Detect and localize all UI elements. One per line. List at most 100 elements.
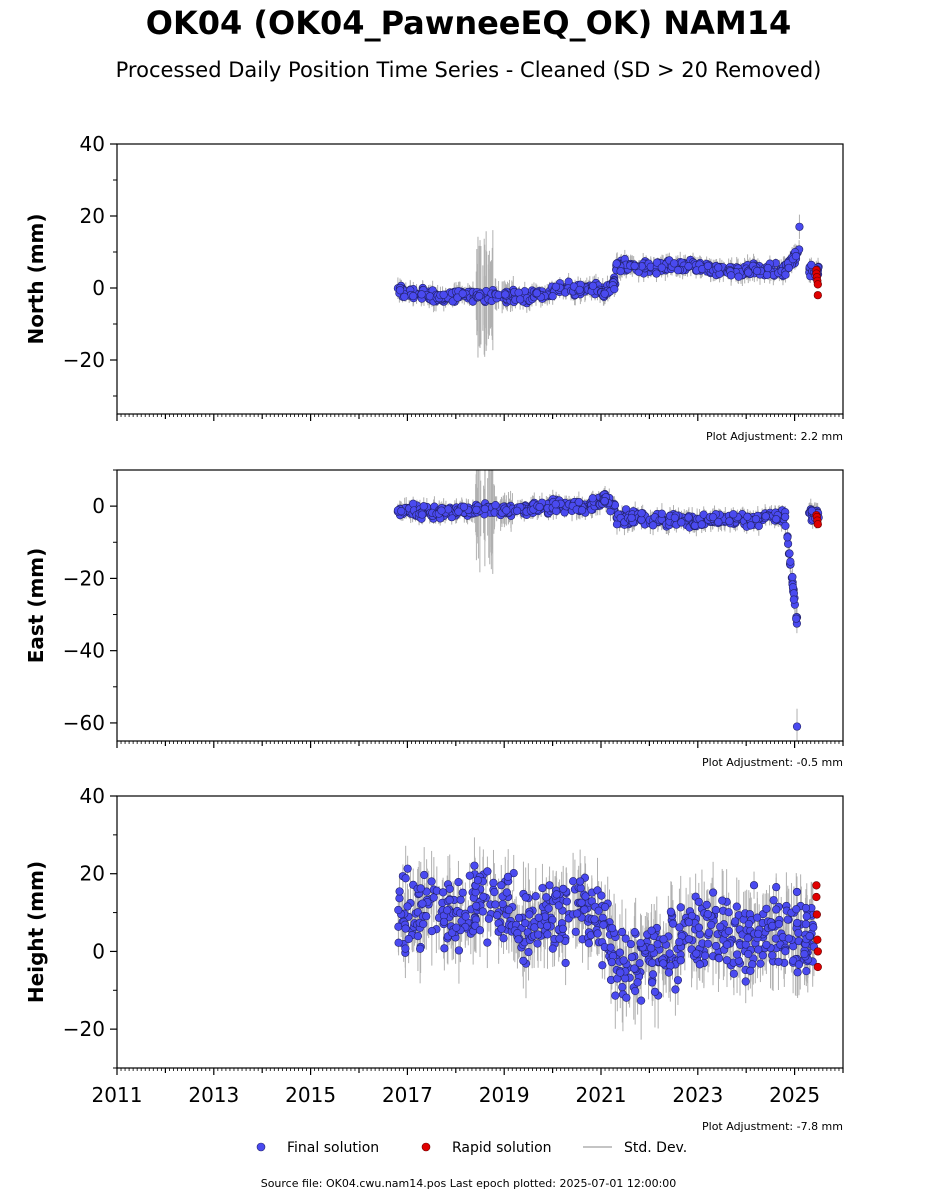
final-point: [438, 888, 448, 897]
final-point: [647, 926, 656, 935]
final-point: [653, 940, 662, 949]
final-point: [792, 722, 802, 731]
final-point: [744, 949, 753, 959]
final-point: [542, 893, 551, 902]
final-point: [473, 876, 482, 885]
final-point: [443, 906, 452, 915]
final-point: [725, 517, 734, 526]
final-point: [746, 521, 755, 530]
y-tick-label: −20: [63, 348, 105, 372]
final-point: [753, 266, 762, 276]
final-point: [754, 945, 763, 954]
final-point: [458, 888, 467, 897]
final-point: [619, 956, 628, 965]
final-point: [666, 907, 675, 916]
final-point: [809, 923, 818, 932]
panel-east: 0 −20 −40 −60 East (mm) Plot Adjustment: -0.5…: [24, 469, 844, 769]
y-tick-label: −20: [63, 1017, 105, 1041]
final-point: [671, 985, 680, 994]
x-tick-label: 2015: [285, 1083, 336, 1107]
final-point: [670, 259, 679, 268]
final-point: [665, 949, 674, 958]
final-point: [743, 512, 752, 521]
final-point: [612, 259, 621, 268]
y-axis-label: Height (mm): [24, 861, 48, 1003]
plot-area: [393, 470, 823, 741]
final-point: [714, 517, 723, 527]
final-point: [458, 289, 467, 298]
final-point: [801, 920, 811, 929]
final-point: [516, 295, 525, 304]
final-point: [626, 939, 635, 949]
final-point: [746, 966, 755, 975]
final-point: [676, 956, 685, 965]
final-point: [514, 913, 524, 922]
final-point: [668, 919, 678, 928]
final-point: [610, 284, 619, 294]
final-point: [611, 991, 620, 1000]
final-point: [575, 285, 584, 294]
source-line: Source file: OK04.cwu.nam14.pos Last epo…: [260, 1177, 677, 1190]
final-point: [792, 887, 802, 897]
panel-height: 40 20 0 −20 2011 2013 2015 2017 2019 2021 2023 2025…: [24, 784, 844, 1133]
final-point: [395, 887, 404, 896]
final-point: [677, 518, 686, 527]
final-point: [768, 951, 777, 960]
final-point: [784, 263, 793, 272]
rapid-points: [812, 265, 822, 300]
final-point: [533, 939, 542, 948]
final-point: [722, 940, 732, 949]
final-point: [403, 902, 412, 911]
final-point: [502, 506, 511, 515]
final-point: [461, 912, 470, 921]
final-point: [395, 894, 404, 903]
final-point: [588, 281, 598, 291]
final-point: [794, 928, 803, 938]
final-point: [512, 506, 522, 515]
final-point: [548, 944, 557, 953]
final-point: [535, 502, 544, 512]
final-point: [762, 270, 772, 280]
final-point: [795, 222, 804, 231]
final-point: [594, 906, 603, 915]
final-point: [600, 496, 609, 506]
final-point: [598, 961, 607, 970]
final-point: [659, 959, 668, 968]
final-point: [715, 954, 724, 963]
final-point: [673, 976, 683, 985]
final-points: [393, 490, 823, 731]
final-point: [722, 956, 732, 965]
final-point: [637, 509, 646, 518]
final-point: [548, 292, 557, 301]
final-point: [491, 500, 500, 510]
final-point: [758, 951, 767, 960]
final-point: [675, 937, 684, 947]
final-point: [618, 983, 627, 992]
final-point: [788, 572, 797, 582]
final-point: [532, 289, 541, 298]
final-point: [577, 898, 586, 907]
final-point: [499, 934, 508, 943]
legend-std-label: Std. Dev.: [624, 1140, 687, 1156]
final-point: [800, 949, 809, 959]
final-point: [648, 958, 657, 968]
final-point: [652, 269, 661, 278]
rapid-point: [812, 910, 821, 919]
y-tick-label: 0: [92, 494, 105, 518]
final-point: [657, 509, 666, 518]
final-point: [772, 883, 781, 892]
final-point: [608, 923, 617, 933]
final-point: [617, 927, 627, 937]
final-point: [427, 927, 436, 936]
final-point: [489, 878, 498, 887]
final-point: [647, 944, 656, 953]
final-point: [419, 919, 428, 929]
final-point: [445, 884, 454, 893]
final-point: [714, 263, 723, 272]
final-point: [729, 969, 739, 978]
final-point: [459, 502, 469, 511]
final-point: [401, 874, 410, 883]
final-point: [718, 896, 727, 905]
final-point: [397, 507, 406, 516]
final-point: [475, 292, 484, 301]
